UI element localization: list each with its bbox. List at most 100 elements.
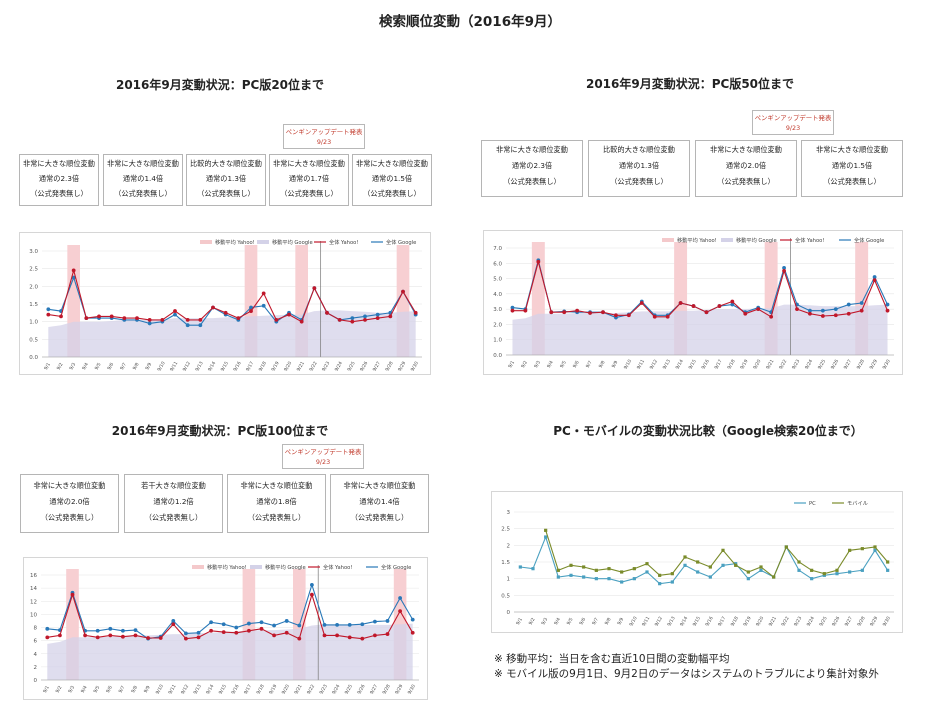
x-tick-label: 9/15 [218, 683, 228, 695]
callout-line: 非常に大きな順位変動 [273, 159, 345, 168]
y-tick-label: 0 [507, 610, 511, 616]
series-line-pc [520, 535, 889, 585]
x-tick-label: 9/12 [180, 683, 190, 695]
data-point-google [373, 619, 377, 624]
x-tick-label: 9/17 [717, 615, 727, 627]
y-tick-label: 4.0 [493, 292, 502, 298]
data-point-yahoo [84, 316, 89, 321]
callout-line: （公式発表無し） [350, 513, 409, 522]
x-tick-label: 9/1 [42, 685, 51, 694]
data-point-yahoo [665, 314, 670, 319]
data-point-pc [886, 568, 890, 572]
data-point-pc [721, 563, 725, 567]
callout-line: 非常に大きな順位変動 [710, 145, 782, 154]
data-point-google [198, 323, 203, 328]
penguin-label-date: 9/23 [316, 138, 332, 146]
callout-line: 非常に大きな順位変動 [33, 481, 106, 490]
y-tick-label: 4 [34, 652, 38, 658]
callout-line: 非常に大きな順位変動 [816, 145, 888, 154]
callout-line: （公式発表無し） [197, 189, 255, 198]
data-point-yahoo [588, 311, 592, 315]
data-point-google [859, 301, 864, 305]
data-point-google [249, 305, 253, 310]
chart4-svg: 0 0.5 1 1.5 2 2.5 3 9/1 9/2 9/3 9/4 9/5 9/6 9/7 9/8 9/9… [501, 500, 894, 627]
data-point-pc [645, 570, 649, 574]
x-tick-label: 9/20 [755, 615, 765, 627]
x-tick-label: 9/22 [306, 683, 316, 695]
x-tick-label: 9/16 [230, 683, 240, 695]
x-tick-label: 9/1 [515, 617, 524, 626]
data-point-google [820, 308, 825, 313]
note-moving-average: ※ 移動平均：当日を含む直近10日間の変動幅平均 [494, 653, 730, 665]
data-point-google [398, 596, 402, 600]
data-point-google [360, 622, 365, 627]
x-tick-label: 9/10 [155, 683, 165, 695]
x-tick-label: 9/30 [881, 358, 891, 370]
data-point-yahoo [108, 633, 113, 638]
data-point-mobile [658, 573, 662, 577]
callout-line: 非常に大きな順位変動 [496, 145, 568, 154]
x-tick-label: 9/20 [283, 360, 293, 372]
note-mobile-exclusion: ※ モバイル版の9月1日、9月2日のデータはシステムのトラブルにより集計対象外 [494, 668, 879, 680]
chart2-callout-4: 非常に大きな順位変動 通常の1.5倍 （公式発表無し） [801, 140, 903, 197]
data-point-yahoo [83, 633, 87, 638]
data-point-yahoo [820, 314, 825, 318]
legend-label: 移動平均 Yahoo! [215, 238, 255, 246]
data-point-pc [620, 580, 624, 584]
x-tick-label: 9/29 [397, 360, 407, 372]
data-point-mobile [569, 563, 573, 567]
chart1-plot-area: 0.0 0.5 1.0 1.5 2.0 2.5 3.0 9/1 9/2 9/3 9/4 9/5 9/6 9… [19, 232, 431, 375]
penguin-label-text: ペンギンアップデート発表 [284, 448, 362, 456]
x-tick-label: 9/3 [533, 360, 542, 369]
x-tick-label: 9/24 [334, 360, 344, 372]
data-point-yahoo [562, 310, 567, 315]
data-point-pc [582, 575, 586, 579]
data-point-google [885, 302, 890, 307]
data-point-mobile [683, 555, 687, 559]
penguin-label-date: 9/23 [785, 124, 801, 132]
data-point-mobile [746, 570, 750, 574]
data-point-yahoo [872, 278, 877, 282]
x-tick-label: 9/12 [182, 360, 192, 372]
data-point-pc [569, 573, 573, 577]
x-tick-label: 9/14 [205, 683, 215, 695]
callout-line: 通常の2.0倍 [49, 497, 90, 506]
data-point-google [833, 307, 838, 312]
y-tick-label: 14 [30, 586, 37, 592]
data-point-google [272, 623, 276, 628]
series-line-google [47, 582, 414, 640]
data-point-google [347, 622, 352, 627]
x-tick-label: 9/25 [818, 615, 828, 627]
data-point-pc [734, 562, 738, 566]
data-point-pc [632, 577, 636, 581]
x-tick-label: 9/19 [268, 683, 278, 695]
data-point-yahoo [401, 289, 405, 294]
callout-line: 通常の1.4倍 [359, 497, 400, 506]
x-tick-label: 9/8 [130, 685, 139, 694]
data-point-yahoo [347, 635, 352, 640]
data-point-google [45, 626, 50, 631]
data-point-yahoo [808, 311, 812, 316]
data-point-mobile [582, 565, 586, 569]
chart2-penguin-label: ペンギンアップデート発表 9/23 [752, 110, 834, 135]
legend-label: 全体 Yahoo! [329, 238, 358, 246]
data-point-yahoo [337, 318, 342, 322]
data-point-yahoo [652, 314, 657, 319]
x-tick-label: 9/17 [245, 360, 255, 372]
data-point-yahoo [95, 635, 100, 640]
y-tick-label: 3.0 [29, 249, 38, 255]
chart1-callout-3: 比較的大きな順位変動 通常の1.3倍 （公式発表無し） [186, 154, 266, 206]
data-point-pc [556, 575, 560, 579]
data-point-google [108, 626, 113, 631]
x-tick-label: 9/21 [293, 683, 303, 695]
data-point-google [730, 302, 735, 307]
data-point-yahoo [249, 309, 253, 313]
chart2-svg: 0.0 1.0 2.0 3.0 4.0 5.0 6.0 7.0 9/1 9/2 9/3 9/4 9/5 9… [493, 236, 894, 370]
data-point-yahoo [261, 291, 266, 296]
data-point-yahoo [211, 305, 215, 310]
x-tick-label: 9/27 [369, 683, 379, 695]
data-point-pc [670, 580, 674, 584]
legend-label: 全体 Google [381, 563, 411, 571]
data-point-mobile [873, 545, 877, 549]
data-point-mobile [822, 572, 826, 576]
